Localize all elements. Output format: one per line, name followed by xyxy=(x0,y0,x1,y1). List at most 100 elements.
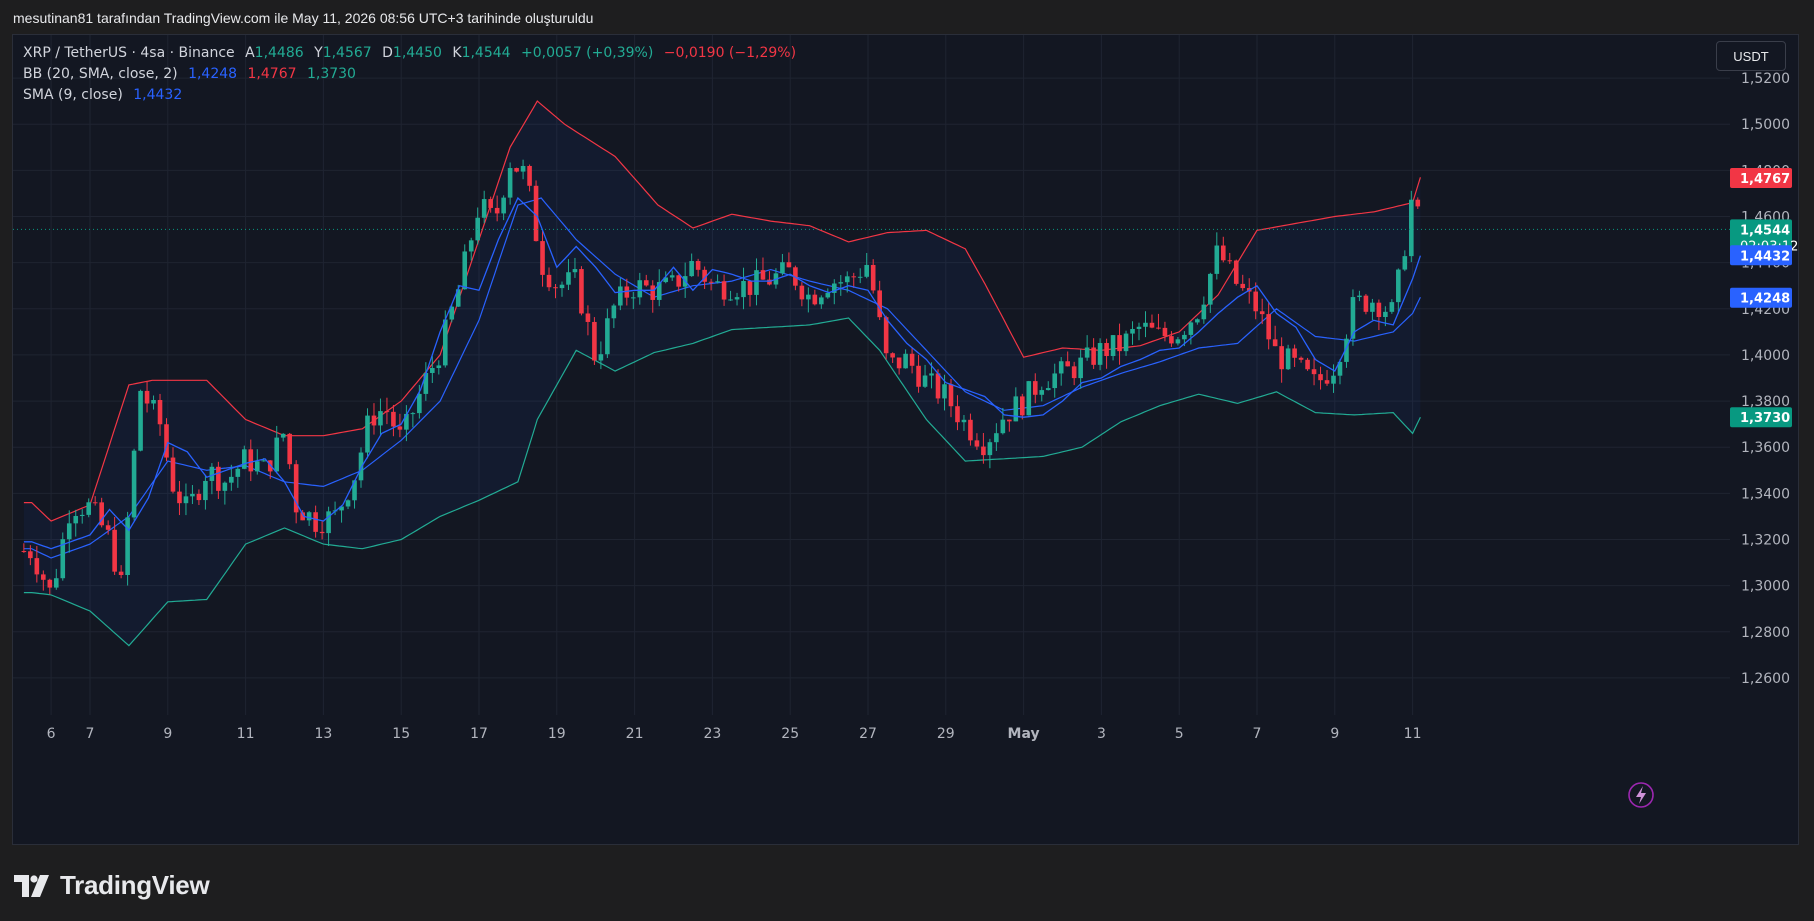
bb-lower-line xyxy=(23,317,1421,647)
low-label: D xyxy=(382,45,393,61)
candle-body xyxy=(708,281,714,283)
candle-body xyxy=(1266,314,1271,340)
candle-body xyxy=(857,276,863,278)
candle-body xyxy=(53,578,59,588)
candle-body xyxy=(922,375,928,387)
candle-body xyxy=(1149,322,1155,328)
price-label-badge xyxy=(1730,407,1792,428)
x-tick-label: 9 xyxy=(1330,726,1339,742)
candle-body xyxy=(1272,339,1278,347)
bb-legend[interactable]: BB (20, SMA, close, 2) 1,4248 1,4767 1,3… xyxy=(23,66,362,82)
candle-body xyxy=(721,281,727,300)
candle-body xyxy=(799,285,805,300)
candle-body xyxy=(501,197,506,214)
y-tick-label: 1,5000 xyxy=(1741,117,1790,133)
candle-body xyxy=(177,491,182,504)
candle-body xyxy=(404,413,409,430)
candle-body xyxy=(520,165,526,172)
candle-body xyxy=(1136,326,1142,329)
candle-body xyxy=(488,199,493,208)
candle-body xyxy=(455,289,461,307)
candle-body xyxy=(514,168,519,172)
lightning-icon[interactable] xyxy=(1628,782,1654,808)
candle-body xyxy=(1000,419,1006,434)
candle-body xyxy=(1130,328,1135,334)
candle-body xyxy=(261,460,267,462)
sma-legend[interactable]: SMA (9, close) 1,4432 xyxy=(23,87,188,103)
candle-body xyxy=(378,411,383,426)
candle-body xyxy=(754,270,759,295)
candle-body xyxy=(1104,343,1109,357)
candle-body xyxy=(365,415,370,453)
candle-body xyxy=(1195,319,1200,323)
symbol-title[interactable]: XRP / TetherUS · 4sa · Binance xyxy=(23,45,235,61)
candle-body xyxy=(371,415,377,426)
candle-body xyxy=(105,525,111,530)
bb-upper-value: 1,4767 xyxy=(247,66,297,82)
candle-body xyxy=(1318,374,1323,381)
candle-body xyxy=(1350,297,1356,339)
candle-body xyxy=(1344,338,1349,362)
candle-body xyxy=(1188,322,1194,335)
price-label-badge xyxy=(1730,287,1792,308)
candle-body xyxy=(34,558,40,575)
chart-panel[interactable]: 1,52001,50001,48001,46001,44001,42001,40… xyxy=(12,34,1799,845)
candle-body xyxy=(352,480,357,501)
candle-body xyxy=(1208,273,1213,305)
close-label: K xyxy=(452,45,462,61)
candle-body xyxy=(1020,396,1025,416)
candle-body xyxy=(598,354,604,361)
candle-body xyxy=(66,523,72,540)
candle-body xyxy=(157,400,163,425)
candle-body xyxy=(1402,256,1408,270)
candle-body xyxy=(345,500,351,507)
candle-body xyxy=(1331,375,1336,384)
candle-body xyxy=(1156,327,1161,329)
candle-body xyxy=(851,276,857,278)
candle-body xyxy=(468,240,474,252)
candle-body xyxy=(695,261,701,270)
candle-body xyxy=(935,373,941,399)
candle-body xyxy=(170,457,176,492)
candle-body xyxy=(1337,361,1343,376)
candle-body xyxy=(1389,302,1395,312)
candle-body xyxy=(1084,347,1090,358)
candle-body xyxy=(442,319,448,366)
y-tick-label: 1,2600 xyxy=(1741,671,1790,687)
candle-body xyxy=(1227,260,1233,262)
candle-body xyxy=(618,286,623,306)
candle-body xyxy=(611,305,617,319)
candle-body xyxy=(235,468,241,477)
candle-body xyxy=(566,272,571,285)
candle-body xyxy=(1162,327,1168,337)
candle-body xyxy=(961,419,967,423)
candle-body xyxy=(903,353,908,369)
candle-body xyxy=(585,313,591,322)
bb-basis-value: 1,4248 xyxy=(188,66,238,82)
tradingview-logo[interactable]: TradingView xyxy=(14,870,210,901)
candle-body xyxy=(994,433,999,443)
candle-body xyxy=(767,279,772,285)
candle-body xyxy=(650,285,656,300)
candle-body xyxy=(747,280,753,295)
candle-body xyxy=(1220,245,1226,261)
candle-body xyxy=(92,502,98,504)
sma-value: 1,4432 xyxy=(133,87,183,103)
bb-band-fill xyxy=(23,101,1421,646)
x-tick-label: 6 xyxy=(47,726,56,742)
candle-body xyxy=(112,529,117,572)
candle-body xyxy=(481,199,487,218)
candle-body xyxy=(780,262,785,274)
candle-body xyxy=(1240,283,1246,289)
candle-body xyxy=(579,269,584,314)
candle-body xyxy=(741,280,746,298)
candle-body xyxy=(1376,302,1382,317)
price-label-text: 1,4544 xyxy=(1740,223,1790,238)
candle-body xyxy=(1357,295,1362,298)
candle-body xyxy=(1117,335,1122,352)
symbol-legend: XRP / TetherUS · 4sa · Binance A1,4486 Y… xyxy=(23,45,802,61)
currency-button[interactable]: USDT xyxy=(1716,41,1786,71)
candlestick-chart[interactable]: 1,52001,50001,48001,46001,44001,42001,40… xyxy=(13,35,1798,844)
candle-body xyxy=(1071,366,1077,379)
candle-body xyxy=(209,466,215,481)
